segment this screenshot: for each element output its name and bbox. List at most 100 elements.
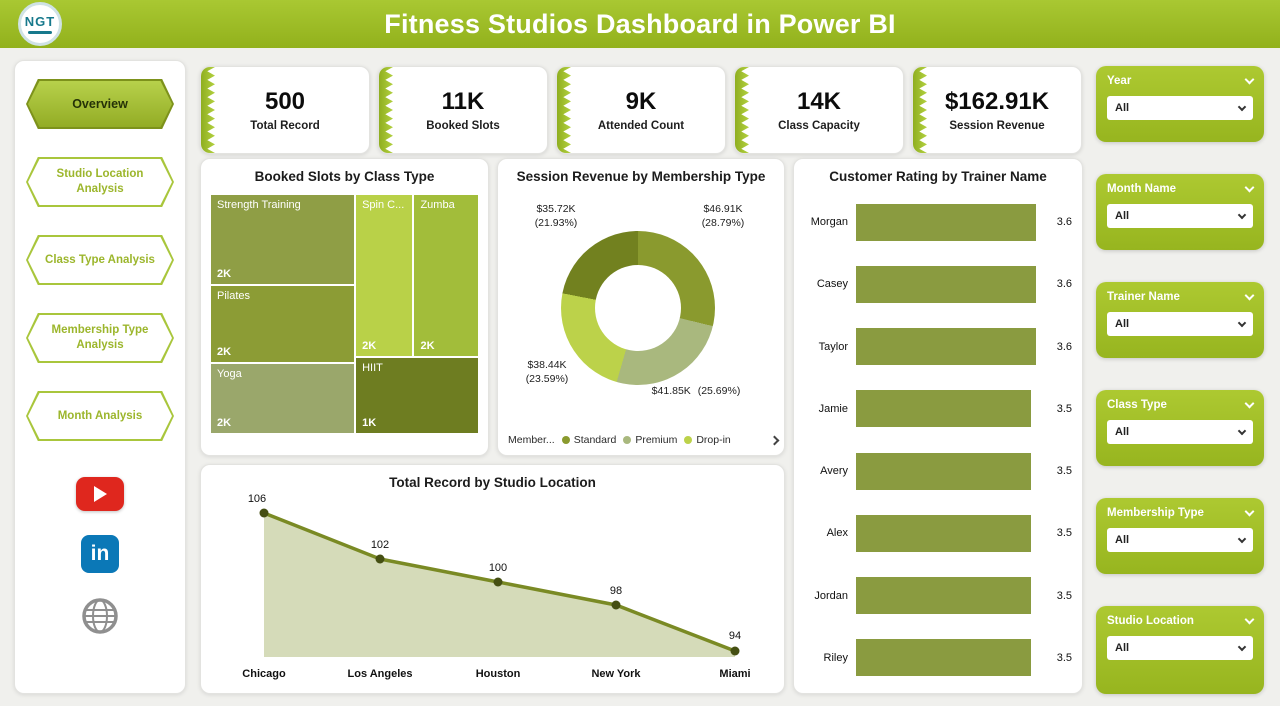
- data-point-new-york[interactable]: [611, 600, 621, 610]
- bar-row-jamie: Jamie 3.5: [806, 390, 1072, 428]
- legend-dot-dropin: [684, 436, 693, 444]
- kpi-accent-edge: [735, 67, 749, 153]
- bar-fill[interactable]: [856, 452, 1031, 490]
- tile-value: 1K: [362, 417, 377, 429]
- legend-title: Member...: [508, 434, 555, 446]
- kpi-label: Total Record: [250, 120, 320, 132]
- legend-item-standard[interactable]: Standard: [561, 434, 616, 446]
- filter-trainer-name: Trainer Name All: [1096, 282, 1264, 358]
- filter-year-dropdown[interactable]: All: [1107, 96, 1253, 120]
- bar-fill[interactable]: [856, 203, 1037, 241]
- bar-category-label: Avery: [820, 465, 848, 478]
- chart-title: Booked Slots by Class Type: [254, 169, 435, 184]
- bar-track: [856, 203, 1044, 241]
- bar-fill[interactable]: [856, 577, 1031, 615]
- treemap-right-column: Spin C... 2K Zumba 2K HIIT 1K: [356, 195, 478, 433]
- bar-track: [856, 390, 1044, 428]
- bar-row-morgan: Morgan 3.6: [806, 203, 1072, 241]
- filter-class-type-dropdown[interactable]: All: [1107, 420, 1253, 444]
- donut-chart[interactable]: [561, 231, 715, 385]
- data-point-houston[interactable]: [493, 577, 503, 587]
- data-point-miami[interactable]: [730, 646, 740, 656]
- data-point-los-angeles[interactable]: [375, 554, 385, 564]
- treemap-booked-slots-panel: Booked Slots by Class Type Strength Trai…: [200, 158, 489, 456]
- bar-row-casey: Casey 3.6: [806, 265, 1072, 303]
- treemap-tile-strength-training[interactable]: Strength Training 2K: [211, 195, 355, 285]
- kpi-value: 14K: [796, 88, 842, 115]
- nav-item-overview[interactable]: Overview: [26, 79, 174, 129]
- treemap-tile-spin-class[interactable]: Spin C... 2K: [356, 195, 413, 357]
- nav-item-label: Studio Location Analysis: [28, 159, 172, 205]
- chevron-down-icon: [1244, 506, 1255, 517]
- bar-track: [856, 328, 1044, 366]
- nav-item-label: Class Type Analysis: [28, 237, 172, 283]
- nav-item-class-type-analysis[interactable]: Class Type Analysis: [26, 235, 174, 285]
- nav-item-label: Membership Type Analysis: [28, 315, 172, 361]
- x-axis-label: Miami: [719, 668, 750, 680]
- nav-item-label: Month Analysis: [28, 393, 172, 439]
- legend-scroll-next-icon[interactable]: [769, 435, 780, 445]
- treemap-tile-yoga[interactable]: Yoga 2K: [211, 363, 355, 433]
- bar-row-taylor: Taylor 3.6: [806, 328, 1072, 366]
- bar-fill[interactable]: [856, 514, 1031, 552]
- filter-header[interactable]: Studio Location: [1107, 614, 1255, 627]
- legend-item-premium[interactable]: Premium: [623, 434, 677, 446]
- filter-header[interactable]: Class Type: [1107, 398, 1255, 411]
- website-globe-icon[interactable]: [81, 597, 119, 635]
- chevron-down-icon: [1237, 318, 1247, 327]
- bar-fill[interactable]: [856, 265, 1037, 303]
- bar-value-label: 3.5: [1056, 651, 1072, 664]
- treemap-body: Strength Training 2K Pilates 2K Yoga 2K …: [211, 195, 478, 433]
- logo-swoosh: [28, 31, 52, 34]
- filter-label: Studio Location: [1107, 615, 1194, 627]
- filter-header[interactable]: Year: [1107, 74, 1255, 87]
- treemap-top-row: Spin C... 2K Zumba 2K: [356, 195, 478, 357]
- filter-month-dropdown[interactable]: All: [1107, 204, 1253, 228]
- kpi-value: 500: [264, 88, 306, 115]
- nav-item-studio-location-analysis[interactable]: Studio Location Analysis: [26, 157, 174, 207]
- bar-track: [856, 639, 1044, 677]
- bar-track: [856, 265, 1044, 303]
- x-axis-label: Houston: [476, 668, 521, 680]
- legend-item-dropin[interactable]: Drop-in: [684, 434, 731, 446]
- chevron-down-icon: [1244, 182, 1255, 193]
- kpi-value: $162.91K: [944, 88, 1050, 115]
- bar-category-label: Morgan: [810, 216, 848, 228]
- youtube-icon[interactable]: [76, 477, 124, 511]
- filter-studio-location-dropdown[interactable]: All: [1107, 636, 1253, 660]
- chart-title: Total Record by Studio Location: [389, 475, 596, 490]
- kpi-label: Attended Count: [597, 120, 685, 132]
- kpi-total-record: 500 Total Record: [200, 66, 370, 154]
- filter-membership-type: Membership Type All: [1096, 498, 1264, 574]
- filter-header[interactable]: Membership Type: [1107, 506, 1255, 519]
- area-line-chart: 106 102 100 98 94 Chicago Los Angeles Ho…: [242, 493, 750, 680]
- kpi-accent-edge: [379, 67, 393, 153]
- nav-item-month-analysis[interactable]: Month Analysis: [26, 391, 174, 441]
- bar-fill[interactable]: [856, 390, 1031, 428]
- kpi-session-revenue: $162.91K Session Revenue: [912, 66, 1082, 154]
- filter-header[interactable]: Trainer Name: [1107, 290, 1255, 303]
- bar-track: [856, 577, 1044, 615]
- callout-value: $46.91K: [703, 203, 743, 215]
- logo-text: NGT: [24, 14, 56, 29]
- tile-value: 2K: [362, 340, 377, 353]
- tile-value: 2K: [217, 268, 232, 281]
- bar-fill[interactable]: [856, 328, 1037, 366]
- callout-pct: (21.93%): [534, 216, 578, 229]
- legend-dot-premium: [623, 436, 632, 444]
- filter-membership-dropdown[interactable]: All: [1107, 528, 1253, 552]
- kpi-class-capacity: 14K Class Capacity: [734, 66, 904, 154]
- filter-label: Membership Type: [1107, 507, 1204, 519]
- nav-item-membership-type-analysis[interactable]: Membership Type Analysis: [26, 313, 174, 363]
- filter-trainer-dropdown[interactable]: All: [1107, 312, 1253, 336]
- bar-customer-rating-panel: Customer Rating by Trainer Name Morgan 3…: [793, 158, 1083, 694]
- data-point-chicago[interactable]: [259, 508, 269, 518]
- treemap-tile-hiit[interactable]: HIIT 1K: [356, 358, 478, 433]
- linkedin-icon[interactable]: in: [81, 535, 119, 573]
- treemap-tile-zumba[interactable]: Zumba 2K: [414, 195, 478, 357]
- treemap-tile-pilates[interactable]: Pilates 2K: [211, 286, 355, 362]
- filter-header[interactable]: Month Name: [1107, 182, 1255, 195]
- bar-track: [856, 514, 1044, 552]
- point-value-label: 100: [489, 562, 507, 574]
- bar-fill[interactable]: [856, 639, 1031, 677]
